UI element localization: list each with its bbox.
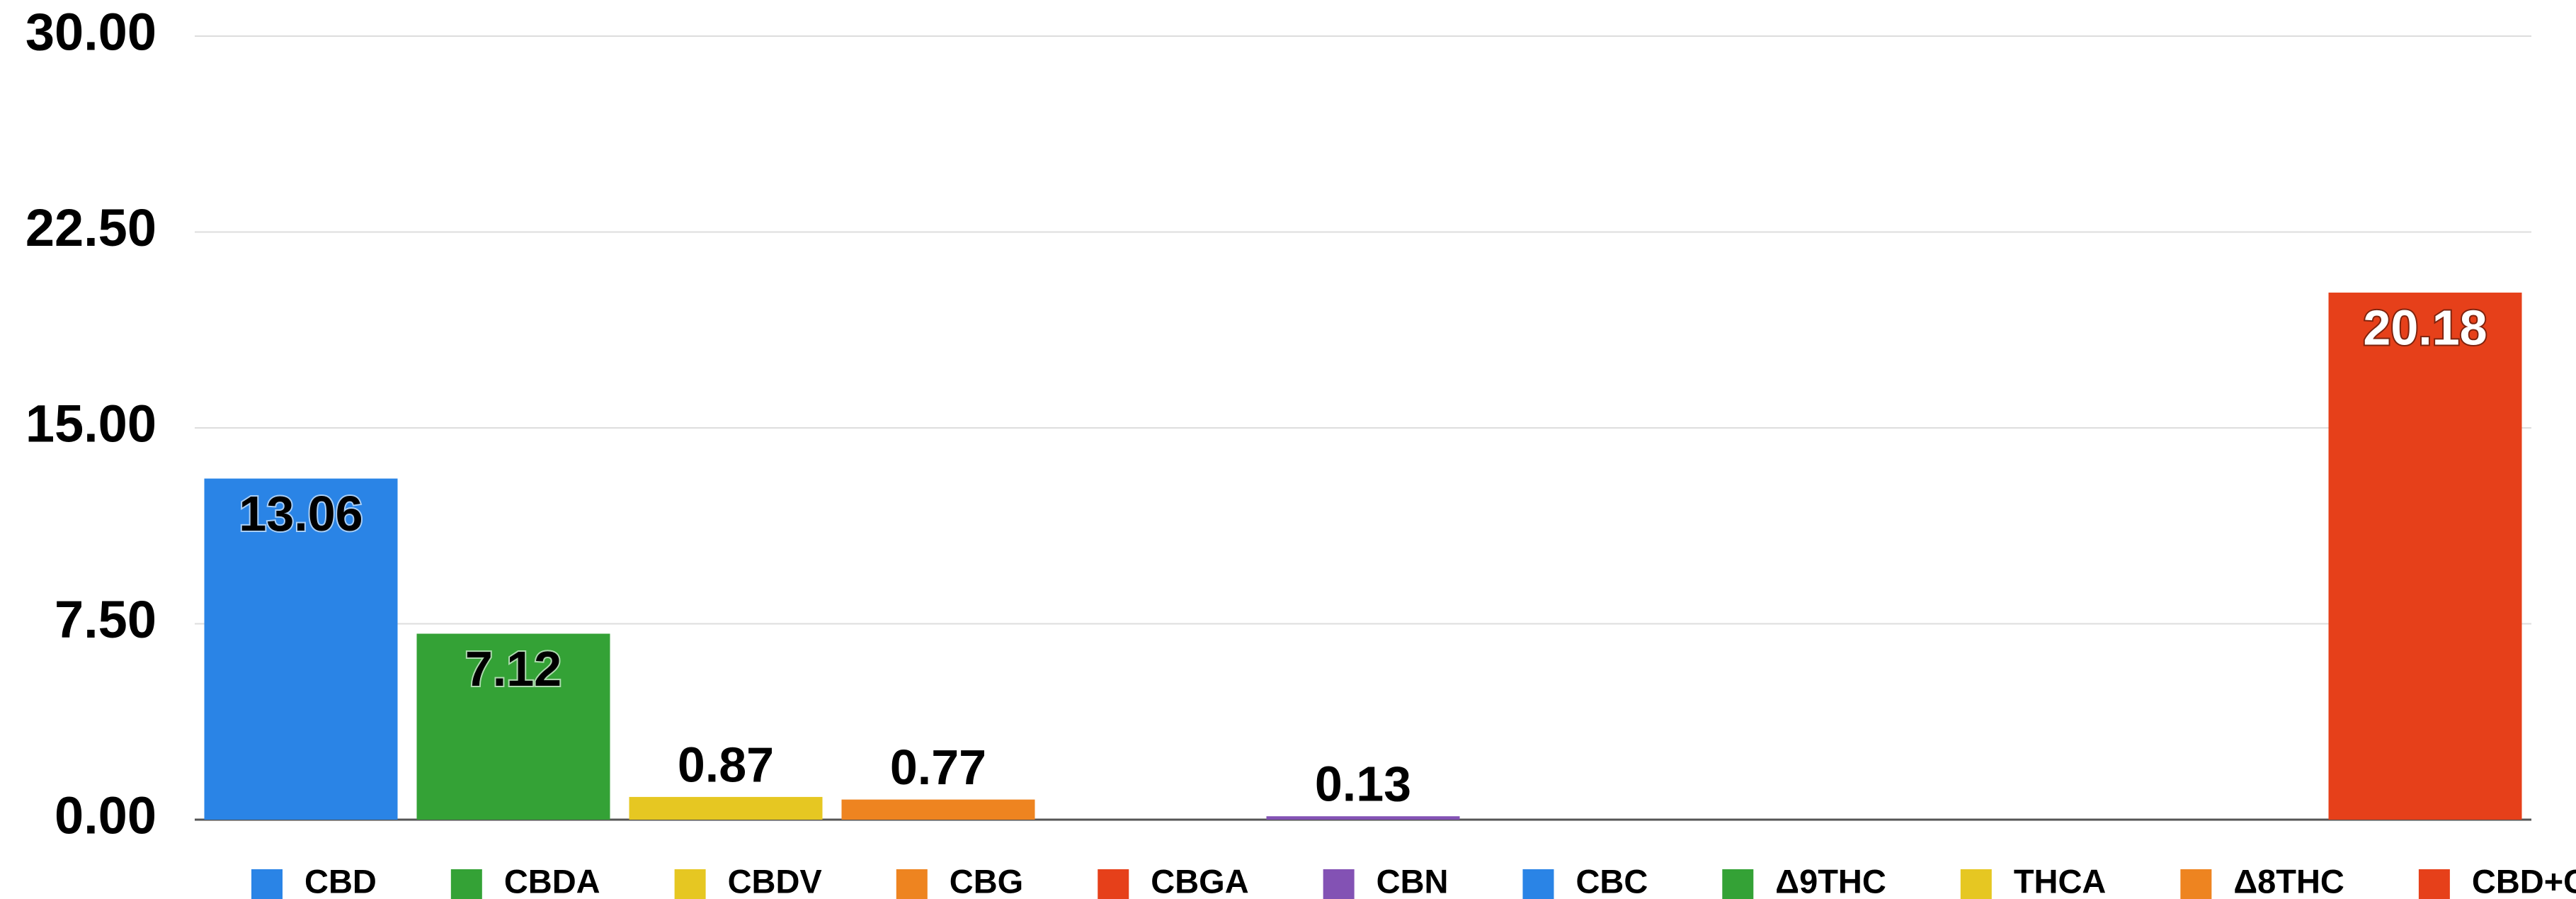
legend-swatch: [1522, 869, 1554, 899]
y-tick-label: 15.00: [25, 395, 156, 453]
legend-label: Δ8THC: [2233, 862, 2344, 899]
bar: [204, 478, 398, 820]
legend-label: CBDA: [504, 862, 600, 899]
bar: [629, 796, 823, 820]
legend-swatch: [1098, 869, 1129, 899]
legend-swatch: [2180, 869, 2212, 899]
legend-swatch: [450, 869, 482, 899]
legend-label: CBD: [304, 862, 377, 899]
legend-label: CBG: [950, 862, 1023, 899]
legend-label: CBN: [1377, 862, 1449, 899]
value-label: 0.77: [890, 740, 986, 795]
value-label: 13.06: [239, 486, 363, 541]
legend-swatch: [2418, 869, 2450, 899]
legend-swatch: [1960, 869, 1992, 899]
y-tick-label: 7.50: [55, 590, 156, 649]
legend-label: CBDV: [728, 862, 823, 899]
bar: [1266, 816, 1460, 820]
legend-label: THCA: [2014, 862, 2107, 899]
bar: [841, 799, 1035, 820]
legend-swatch: [1323, 869, 1355, 899]
legend-swatch: [674, 869, 706, 899]
legend-label: Δ9THC: [1775, 862, 1886, 899]
y-tick-label: 0.00: [55, 786, 156, 845]
legend-label: CBC: [1575, 862, 1648, 899]
value-label: 0.87: [678, 737, 774, 792]
value-label: 0.13: [1315, 757, 1411, 812]
bar: [416, 633, 610, 820]
legend-swatch: [251, 869, 283, 899]
legend-swatch: [896, 869, 928, 899]
bar: [2328, 293, 2522, 820]
value-label: 7.12: [465, 641, 562, 696]
value-label: 20.18: [2363, 300, 2487, 356]
legend-label: CBD+CBDA: [2472, 862, 2576, 899]
legend-label: CBGA: [1151, 862, 1248, 899]
y-tick-label: 22.50: [25, 198, 156, 257]
y-tick-label: 30.00: [25, 3, 156, 62]
legend-swatch: [1722, 869, 1754, 899]
